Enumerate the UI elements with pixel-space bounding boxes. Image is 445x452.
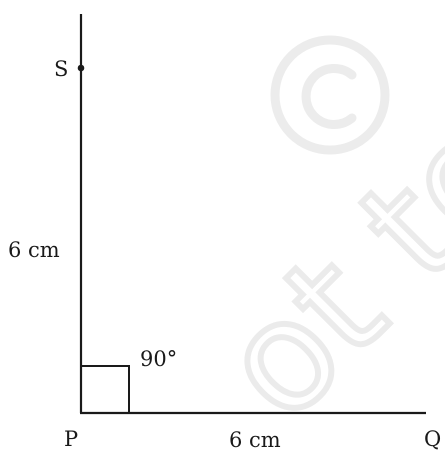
right-angle-marker (80, 365, 130, 414)
point-p-label: P (64, 427, 78, 451)
point-s-dot (77, 64, 85, 72)
svg-text:ot to b: ot to b (188, 0, 445, 452)
pq-length-label: 6 cm (229, 428, 281, 452)
ps-length-label: 6 cm (8, 238, 60, 262)
point-q-label: Q (424, 427, 441, 451)
angle-label: 90° (140, 347, 177, 371)
watermark: ot to b (185, 0, 445, 452)
point-s-label: S (54, 57, 68, 81)
